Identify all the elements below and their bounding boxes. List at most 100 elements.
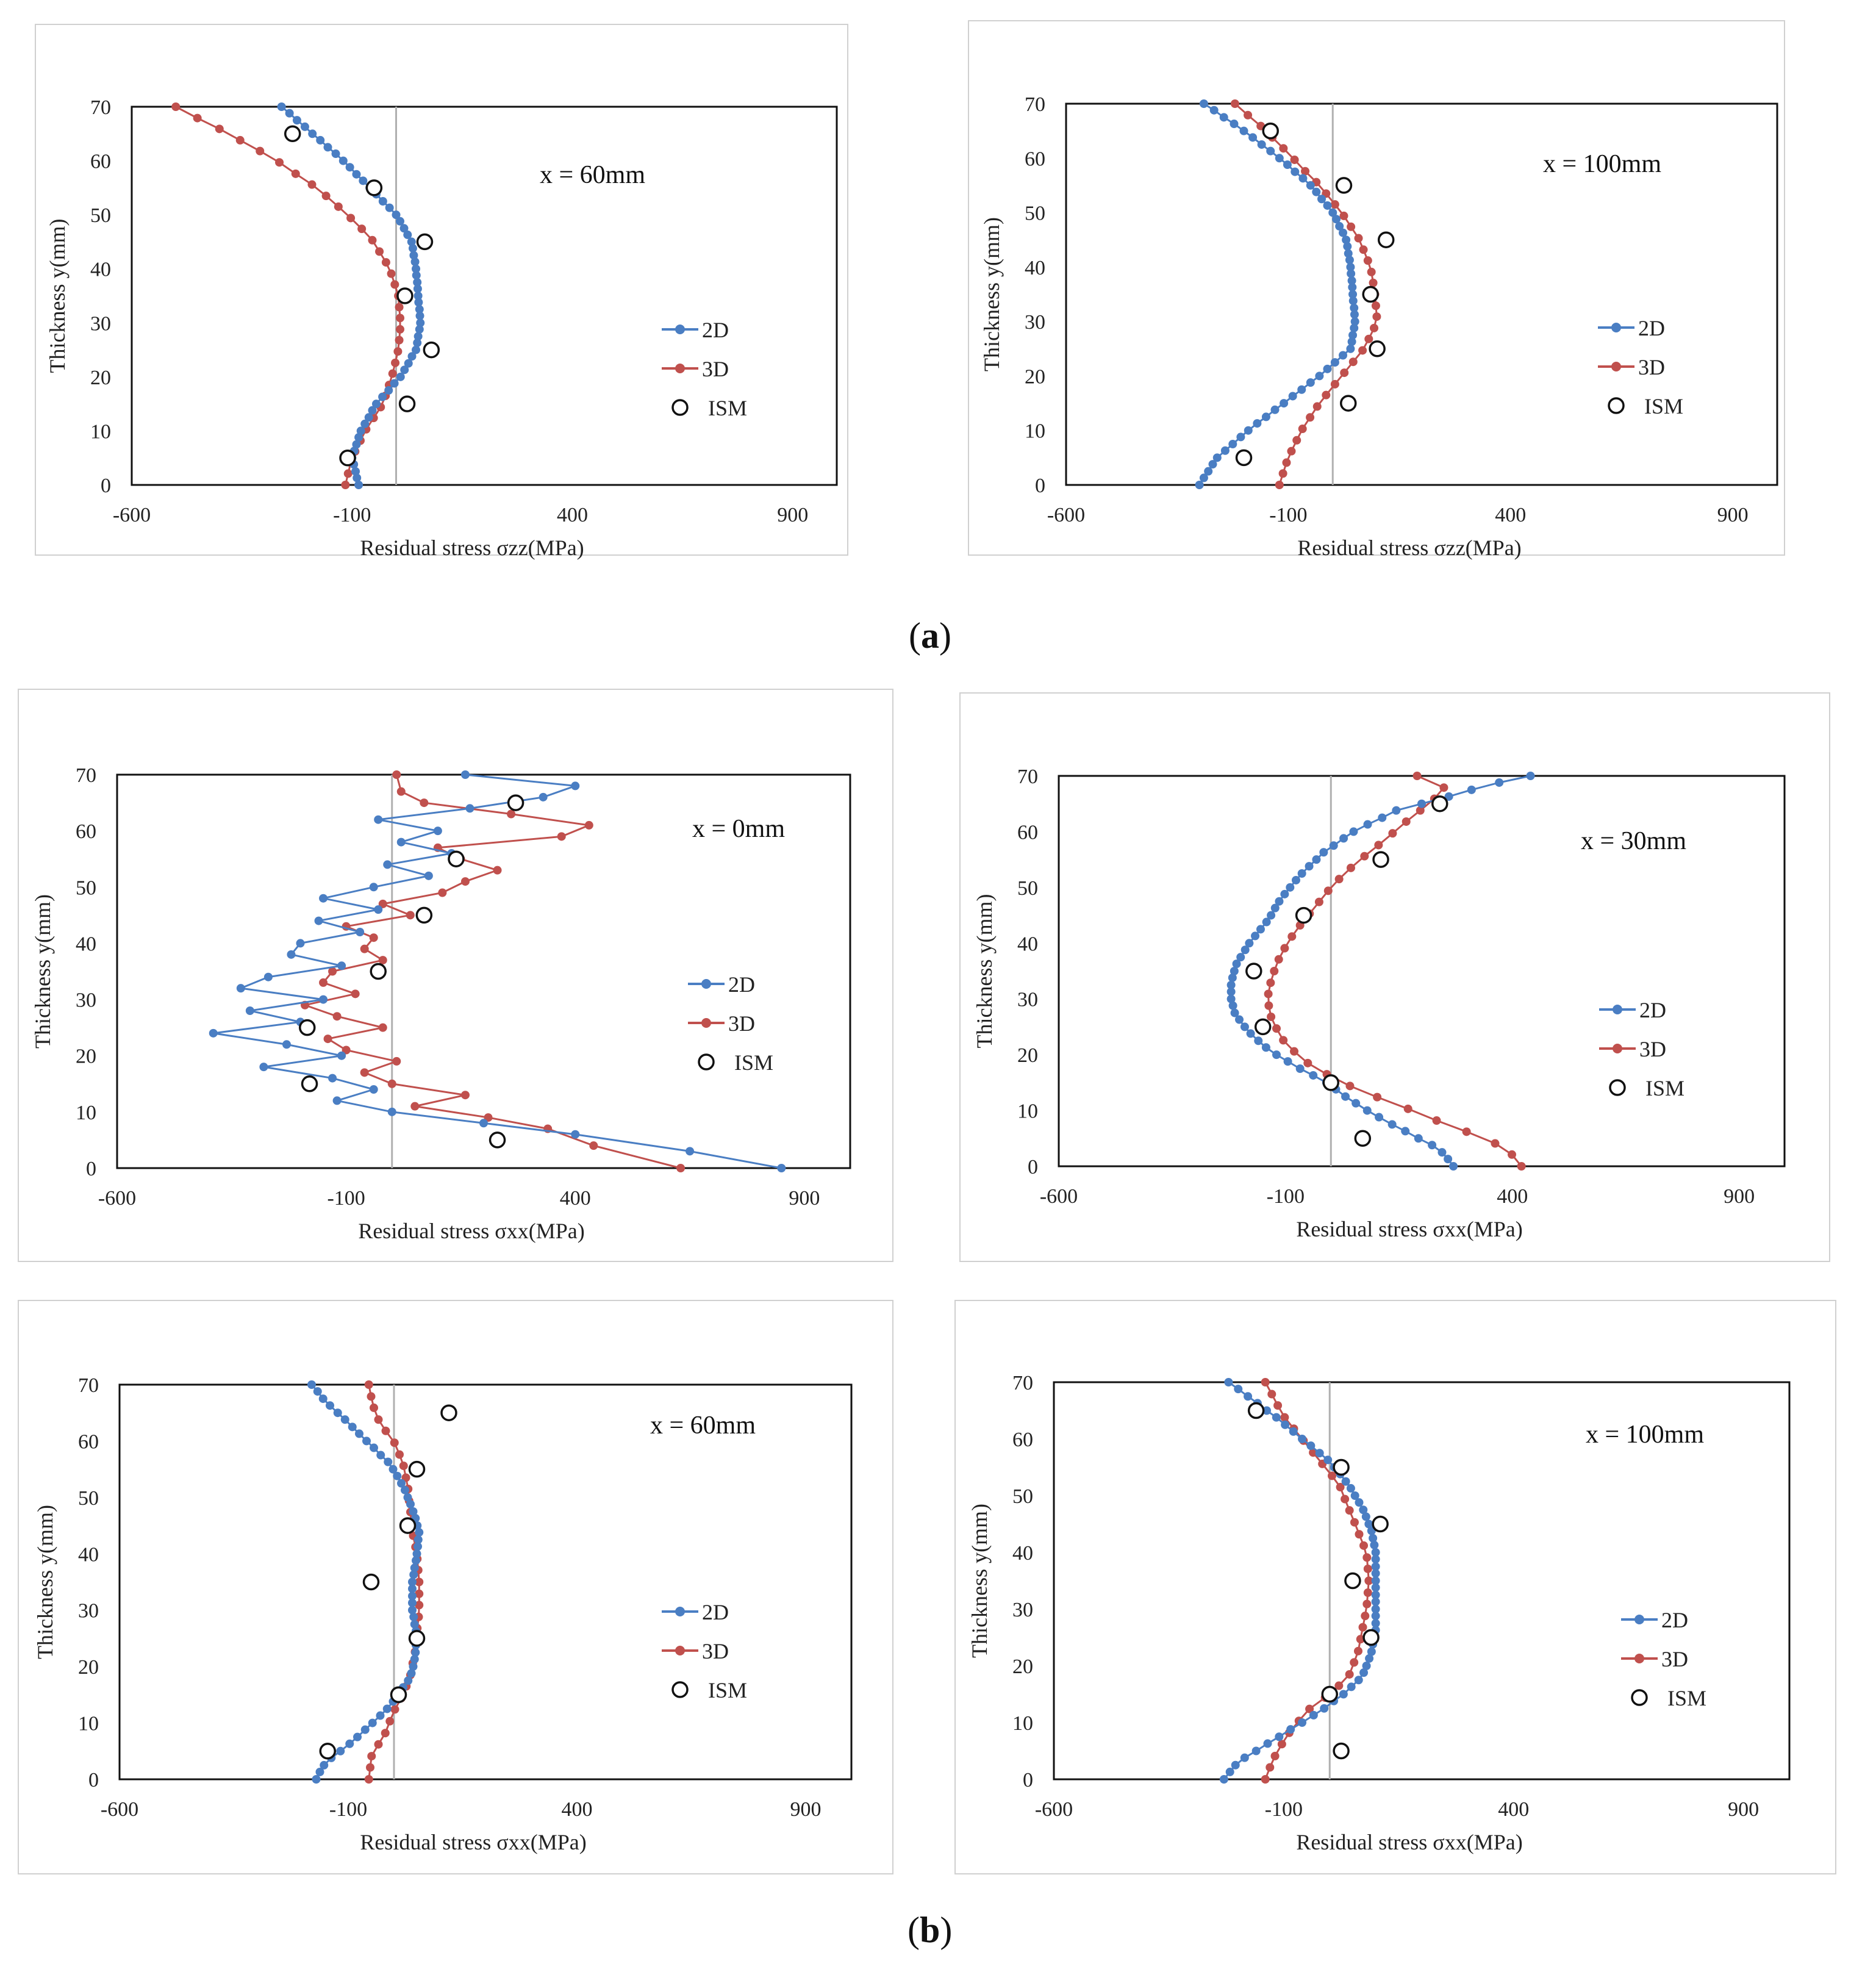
data-point-2D: [414, 332, 423, 341]
data-point-2D: [1371, 1612, 1380, 1621]
data-point-2D: [1261, 412, 1270, 421]
data-point-ISM: [416, 233, 434, 251]
legend-label-3D: 3D: [1639, 1037, 1666, 1061]
data-point-2D: [414, 292, 423, 300]
data-point-2D: [396, 837, 406, 847]
data-point-3D: [1359, 1541, 1369, 1550]
data-point-ISM: [1377, 231, 1395, 248]
y-tick-label: 30: [90, 312, 111, 335]
data-point-2D: [1253, 419, 1262, 428]
data-point-2D: [337, 1051, 346, 1060]
x-tick-label: -100: [329, 1798, 367, 1821]
data-point-3D: [1280, 944, 1289, 953]
data-point-3D: [396, 314, 405, 323]
data-point-3D: [1298, 425, 1307, 434]
data-point-3D: [1287, 932, 1297, 941]
data-point-2D: [333, 1408, 342, 1418]
data-point-ISM: [1235, 449, 1253, 467]
data-point-3D: [385, 1716, 395, 1726]
data-point-2D: [245, 1006, 254, 1015]
legend-marker-2D: [1613, 1005, 1622, 1014]
data-point-3D: [392, 1056, 401, 1066]
x-tick-label: 400: [1498, 1798, 1529, 1821]
data-point-2D: [396, 217, 405, 226]
y-tick-label: 60: [76, 820, 96, 843]
data-point-2D: [376, 1711, 385, 1720]
data-point-2D: [1266, 146, 1275, 156]
data-point-2D: [1254, 1036, 1263, 1045]
data-point-3D: [493, 866, 502, 875]
data-point-2D: [1195, 481, 1204, 489]
data-point-3D: [507, 809, 516, 819]
chart-frame: [968, 20, 1785, 556]
data-point-2D: [1298, 174, 1308, 183]
data-point-2D: [1317, 195, 1326, 204]
data-point-2D: [1319, 848, 1328, 857]
data-point-2D: [374, 905, 383, 914]
plot-area: [1065, 102, 1778, 486]
data-point-3D: [364, 1775, 373, 1784]
data-point-2D: [382, 1704, 392, 1713]
data-point-3D: [1354, 234, 1363, 243]
data-point-2D: [287, 950, 296, 959]
y-tick-label: 70: [76, 764, 96, 787]
data-point-2D: [1220, 446, 1230, 455]
data-point-2D: [1371, 1597, 1380, 1606]
data-point-3D: [1273, 1401, 1283, 1410]
y-tick-label: 50: [76, 877, 96, 899]
data-point-2D: [1246, 1029, 1255, 1038]
x-tick-label: 900: [1724, 1185, 1755, 1208]
data-point-3D: [1305, 1704, 1314, 1713]
data-point-3D: [381, 1426, 390, 1435]
x-axis-label: Residual stress σxx(MPa): [358, 1219, 584, 1243]
data-point-3D: [390, 1438, 399, 1447]
data-point-2D: [277, 102, 286, 111]
data-point-2D: [1347, 1682, 1356, 1691]
chart-2: -600 -100 400 900 0 10 20 30 40 50 60 70 Residual st…: [968, 20, 1785, 560]
y-axis-label: Thickness y(mm): [967, 1504, 992, 1658]
data-point-2D: [356, 928, 365, 936]
data-point-2D: [360, 1725, 370, 1734]
data-point-3D: [1388, 829, 1397, 838]
data-point-2D: [571, 781, 580, 791]
data-point-2D: [393, 1471, 402, 1480]
data-point-3D: [364, 1380, 373, 1389]
data-point-2D: [412, 264, 421, 273]
data-point-2D: [409, 1612, 418, 1621]
data-point-3D: [307, 180, 317, 189]
legend-marker-2D: [1634, 1615, 1644, 1624]
legend-marker-3D: [1611, 362, 1621, 371]
caption-a: (a): [909, 615, 951, 656]
data-point-2D: [345, 1739, 354, 1748]
y-tick-label: 60: [1012, 1429, 1033, 1451]
y-tick-label: 30: [1025, 311, 1045, 334]
plot-area: [118, 1383, 853, 1781]
data-point-3D: [1339, 211, 1348, 220]
data-point-2D: [415, 1528, 424, 1537]
data-point-ISM: [339, 449, 356, 467]
position-annotation: x = 100mm: [1586, 1421, 1704, 1449]
data-point-3D: [388, 369, 397, 378]
data-point-3D: [392, 770, 401, 779]
data-point-2D: [351, 467, 360, 476]
data-point-2D: [1309, 1710, 1318, 1720]
data-point-2D: [1297, 385, 1306, 394]
y-tick-label: 50: [90, 204, 111, 227]
x-axis-label: Residual stress σxx(MPa): [1296, 1830, 1522, 1854]
data-point-2D: [1362, 1662, 1371, 1670]
y-tick-label: 0: [86, 1158, 96, 1180]
data-point-3D: [1355, 1530, 1364, 1539]
y-tick-label: 50: [78, 1487, 99, 1510]
data-point-ISM: [408, 1630, 426, 1647]
data-point-2D: [1199, 99, 1208, 108]
data-point-3D: [1432, 1116, 1441, 1125]
data-point-2D: [1371, 1583, 1380, 1592]
y-tick-label: 0: [1035, 475, 1045, 497]
data-point-2D: [388, 1465, 398, 1474]
data-point-3D: [1412, 772, 1422, 780]
data-point-3D: [1364, 334, 1373, 343]
data-point-2D: [352, 440, 361, 449]
y-tick-label: 20: [1025, 365, 1045, 388]
legend-label-ISM: ISM: [1645, 1076, 1684, 1100]
data-point-3D: [381, 1729, 390, 1738]
